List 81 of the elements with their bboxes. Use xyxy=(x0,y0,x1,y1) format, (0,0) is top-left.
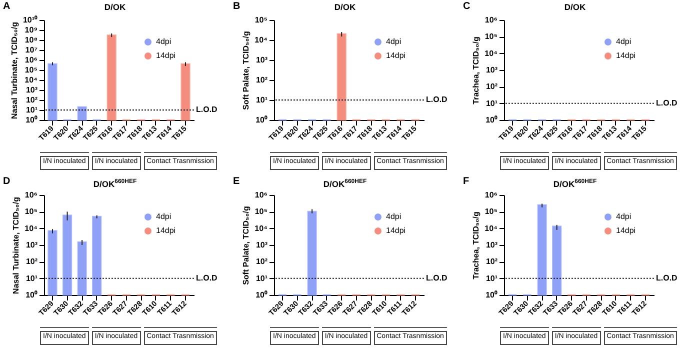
y-tick-label: 10⁵ xyxy=(24,207,38,216)
text: A xyxy=(3,0,10,14)
chart-title: D/OK xyxy=(564,2,586,12)
y-axis-title: Soft Palate, TCID₅₀/g xyxy=(242,30,251,110)
y-tick-label: 10² xyxy=(26,96,38,104)
ref-line-label: L.O.D xyxy=(426,273,448,282)
chart-title: D/OK$^{660HEF}$ xyxy=(323,178,367,189)
y-tick-label: 10¹ xyxy=(26,106,38,114)
y-axis-title: Nasal Turbinate, TCID₅₀/g xyxy=(10,22,19,119)
y-axis-title: Trachea, TCID₅₀/g xyxy=(472,36,481,104)
y-tick-label: 10⁹ xyxy=(24,26,38,34)
y-tick-label: 10³ xyxy=(256,240,268,250)
y-tick-label: 10³ xyxy=(486,240,498,250)
y-tick-label: 10¹ xyxy=(26,274,38,283)
y-tick-label: 10⁰ xyxy=(256,290,268,300)
y-tick-label: 10⁴ xyxy=(484,224,498,233)
y-tick-label: 10² xyxy=(486,257,498,266)
legend-label: 14dpi xyxy=(386,226,406,235)
y-tick-label: 10³ xyxy=(26,86,38,94)
y-tick-label: 10⁴ xyxy=(484,48,498,58)
chart-title: D/OK$^{660HEF}$ xyxy=(553,178,597,189)
text: E xyxy=(233,175,240,189)
ref-line-label: L.O.D xyxy=(426,95,448,104)
y-tick-label: 10⁵ xyxy=(484,207,498,216)
y-tick-label: 10⁶ xyxy=(24,56,38,64)
y-axis-title: Trachea, TCID₅₀/g xyxy=(472,212,481,280)
y-tick-label: 10⁶ xyxy=(254,190,268,200)
y-tick-label: 10³ xyxy=(26,240,38,250)
y-tick-label: 10⁷ xyxy=(25,46,38,54)
y-tick-label: 10⁶ xyxy=(484,16,498,24)
legend-label: 4dpi xyxy=(156,212,172,221)
y-tick-label: 10⁶ xyxy=(24,190,38,200)
y-tick-label: 10⁵ xyxy=(24,66,38,74)
text: C xyxy=(463,0,470,14)
y-tick-label: 10⁰ xyxy=(26,116,38,124)
text: F xyxy=(463,175,470,189)
y-tick-label: 10⁰ xyxy=(486,116,498,124)
y-tick-label: 10¹ xyxy=(256,96,268,104)
legend-label: 14dpi xyxy=(386,51,406,60)
y-tick-label: 10⁰ xyxy=(486,290,498,300)
y-tick-label: 10¹ xyxy=(256,274,268,283)
legend-label: 14dpi xyxy=(156,226,176,235)
y-tick-label: 10⁵ xyxy=(484,32,498,42)
y-tick-label: 10² xyxy=(256,257,268,266)
y-tick-label: 10² xyxy=(486,82,498,92)
legend-label: 4dpi xyxy=(616,37,632,46)
legend-label: 14dpi xyxy=(156,51,176,60)
y-tick-label: 10⁰ xyxy=(256,116,268,124)
y-tick-label: 10¹ xyxy=(486,274,498,283)
y-tick-label: 10² xyxy=(256,76,268,84)
chart-title: D/OK xyxy=(104,2,126,12)
y-tick-label: 10³ xyxy=(256,56,268,64)
ref-line-label: L.O.D xyxy=(656,98,678,108)
y-tick-label: 10⁵ xyxy=(254,207,268,216)
y-tick-label: 10⁸ xyxy=(24,36,38,44)
y-tick-label: 10⁰ xyxy=(26,290,38,300)
chart-title: D/OK xyxy=(334,2,356,12)
text: B xyxy=(233,0,240,14)
y-tick-label: 10⁴ xyxy=(24,76,38,84)
text: D xyxy=(3,175,10,189)
y-tick-label: 10⁴ xyxy=(254,36,268,44)
legend-label: 14dpi xyxy=(616,51,636,60)
y-tick-label: 10² xyxy=(26,257,38,266)
ref-line-label: L.O.D xyxy=(196,273,218,282)
ref-line-label: L.O.D xyxy=(656,273,678,282)
legend-label: 4dpi xyxy=(616,212,632,221)
y-axis-title: Soft Palate, TCID₅₀/g xyxy=(242,206,251,285)
y-tick-label: 10⁴ xyxy=(24,224,38,233)
legend-label: 4dpi xyxy=(156,37,172,46)
y-tick-label: 10¹ xyxy=(486,98,498,108)
y-tick-label: 10⁶ xyxy=(484,190,498,200)
y-axis-title: Nasal Turbinate, TCID₅₀/g xyxy=(12,196,21,294)
ref-line-label: L.O.D xyxy=(196,105,218,114)
y-tick-label: 10¹⁰ xyxy=(22,16,38,24)
chart-title: D/OK$^{660HEF}$ xyxy=(93,178,137,189)
legend-label: 14dpi xyxy=(616,226,636,235)
legend-label: 4dpi xyxy=(386,212,402,221)
y-tick-label: 10³ xyxy=(486,66,498,74)
y-tick-label: 10⁵ xyxy=(254,16,268,24)
y-tick-label: 10⁴ xyxy=(254,224,268,233)
legend-label: 4dpi xyxy=(386,37,402,46)
